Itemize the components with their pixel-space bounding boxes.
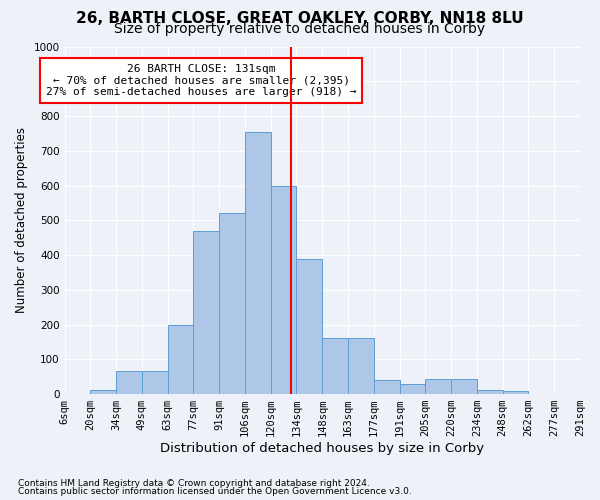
Bar bbox=[400, 384, 425, 394]
Bar bbox=[142, 372, 167, 394]
Y-axis label: Number of detached properties: Number of detached properties bbox=[15, 128, 28, 314]
Bar bbox=[348, 338, 374, 394]
Bar bbox=[425, 379, 451, 394]
Bar bbox=[503, 392, 529, 394]
Bar bbox=[451, 379, 477, 394]
Bar bbox=[116, 372, 142, 394]
Bar bbox=[167, 324, 193, 394]
Bar bbox=[322, 338, 348, 394]
Bar bbox=[296, 258, 322, 394]
Bar bbox=[271, 186, 296, 394]
Bar bbox=[374, 380, 400, 394]
Bar bbox=[193, 230, 219, 394]
X-axis label: Distribution of detached houses by size in Corby: Distribution of detached houses by size … bbox=[160, 442, 484, 455]
Bar bbox=[91, 390, 116, 394]
Text: Contains HM Land Registry data © Crown copyright and database right 2024.: Contains HM Land Registry data © Crown c… bbox=[18, 478, 370, 488]
Text: Contains public sector information licensed under the Open Government Licence v3: Contains public sector information licen… bbox=[18, 487, 412, 496]
Text: 26 BARTH CLOSE: 131sqm
← 70% of detached houses are smaller (2,395)
27% of semi-: 26 BARTH CLOSE: 131sqm ← 70% of detached… bbox=[46, 64, 356, 97]
Bar bbox=[219, 214, 245, 394]
Text: Size of property relative to detached houses in Corby: Size of property relative to detached ho… bbox=[115, 22, 485, 36]
Bar bbox=[477, 390, 503, 394]
Bar bbox=[245, 132, 271, 394]
Text: 26, BARTH CLOSE, GREAT OAKLEY, CORBY, NN18 8LU: 26, BARTH CLOSE, GREAT OAKLEY, CORBY, NN… bbox=[76, 11, 524, 26]
